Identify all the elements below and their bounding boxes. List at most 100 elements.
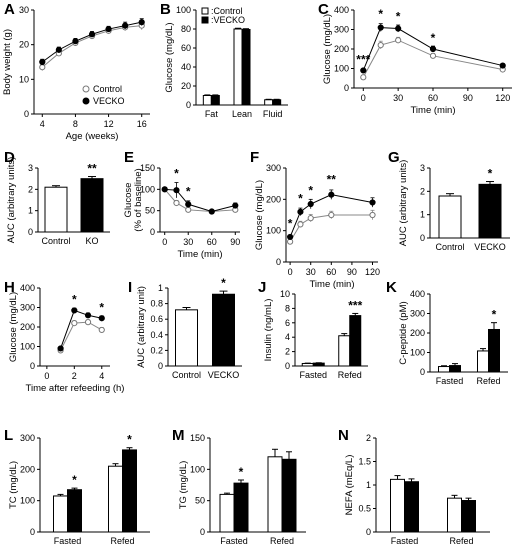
bar	[461, 500, 476, 533]
series-filled	[39, 18, 145, 66]
bar	[272, 99, 282, 106]
significance-marker: ***	[348, 298, 362, 312]
y-tick-label: 0.8	[150, 299, 163, 309]
y-tick-label: 50	[195, 496, 205, 506]
y-tick-label: 300	[410, 309, 425, 319]
y-tick-label: 150	[190, 433, 205, 443]
significance-marker: *	[308, 184, 313, 198]
series-filled	[161, 182, 239, 215]
panel-letter: L	[4, 427, 13, 444]
bar	[267, 456, 283, 533]
series-open	[360, 36, 506, 81]
data-point	[377, 24, 384, 31]
bar	[390, 478, 405, 533]
bar	[233, 482, 249, 533]
significance-marker: *	[298, 191, 303, 205]
y-tick-label: 10	[19, 74, 29, 84]
category-label: Refed	[110, 536, 134, 546]
y-tick-label: 150	[140, 163, 155, 173]
bar	[478, 183, 502, 239]
y-tick-label: 2	[285, 347, 290, 357]
y-tick-label: 300	[20, 303, 35, 313]
data-point	[98, 315, 105, 322]
category-label: VECKO	[474, 242, 506, 252]
data-point	[395, 25, 402, 32]
x-tick-label: 90	[463, 93, 473, 103]
panel-letter: H	[4, 279, 15, 296]
y-axis-label: AUC (arbitrary units)	[6, 157, 17, 244]
panel-letter: A	[4, 1, 15, 18]
category-label: Refed	[476, 376, 500, 386]
y-tick-label: 4	[285, 332, 290, 342]
bar	[301, 362, 314, 367]
y-tick-label: 0.2	[150, 345, 163, 355]
x-tick-label: 12	[104, 119, 114, 129]
y-tick-label: 0	[344, 83, 349, 93]
panel-letter: B	[160, 1, 171, 18]
y-tick-label: 200	[410, 328, 425, 338]
y-tick-label: 0	[158, 361, 163, 371]
panel-letter: G	[388, 149, 400, 166]
data-point	[84, 319, 92, 326]
x-tick-label: 60	[428, 93, 438, 103]
data-point	[98, 326, 105, 334]
x-axis-label: Time (min)	[309, 279, 354, 290]
bar	[447, 497, 462, 533]
significance-marker: *	[431, 31, 436, 45]
significance-marker: **	[327, 173, 337, 187]
y-tick-label: 1	[420, 210, 425, 220]
bar	[338, 335, 351, 367]
panel-n: N 0 0.5 1 1.5 2 NEFA (mEq/L) Fasted Refed	[338, 427, 490, 546]
category-label: Refed	[449, 536, 473, 546]
bar	[488, 328, 500, 373]
data-point	[429, 52, 437, 59]
bar	[281, 458, 297, 533]
panel-d: D 0 1 2 3 AUC (arbitrary units) Control KO **	[4, 149, 110, 246]
data-point	[369, 211, 376, 219]
y-tick-label: 1	[28, 206, 33, 216]
legend-label: :Control	[211, 6, 243, 16]
y-tick-label: 100	[20, 342, 35, 352]
y-axis-label: Glucose(% of baseline)	[123, 168, 144, 231]
bar	[175, 309, 198, 367]
category-label: Fat	[205, 109, 219, 119]
x-axis-label: Time (min)	[177, 249, 222, 260]
y-tick-label: 400	[334, 5, 349, 15]
y-axis-label: TG (mg/dL)	[178, 461, 189, 510]
y-tick-label: 80	[181, 24, 191, 34]
significance-marker: *	[288, 217, 293, 231]
x-axis-label: Time after refeeding (h)	[26, 383, 125, 394]
significance-marker: *	[488, 167, 493, 181]
data-point	[71, 307, 78, 314]
x-tick-label: 16	[137, 119, 147, 129]
category-label: Control	[435, 242, 464, 252]
series-filled	[287, 189, 376, 241]
x-tick-label: 8	[73, 119, 78, 129]
series-filled	[57, 307, 105, 352]
legend-swatch	[201, 16, 209, 24]
data-point	[185, 201, 192, 208]
panel-letter: F	[250, 149, 259, 166]
category-label: Fluid	[263, 109, 283, 119]
significance-marker: *	[221, 276, 226, 290]
panel-m: M 0 50 100 150 TG (mg/dL) Fasted Refed *	[172, 427, 306, 546]
bar	[202, 95, 212, 106]
y-axis-label: Glucose (mg/dL)	[8, 292, 19, 362]
data-point	[208, 208, 215, 215]
y-tick-label: 0	[28, 227, 33, 237]
bar	[53, 495, 68, 533]
bar	[449, 365, 461, 373]
panel-a: A 0 10 20 30 Body weight (g) 4 8 12 16 Age (weeks)…	[2, 1, 150, 142]
y-tick-label: 8	[285, 303, 290, 313]
panel-letter: J	[258, 279, 266, 296]
data-point	[429, 45, 437, 53]
panel-letter: E	[124, 149, 134, 166]
panel-letter: I	[128, 279, 132, 296]
bar	[219, 493, 235, 533]
y-tick-label: 1.5	[358, 457, 371, 467]
bar	[438, 366, 450, 373]
